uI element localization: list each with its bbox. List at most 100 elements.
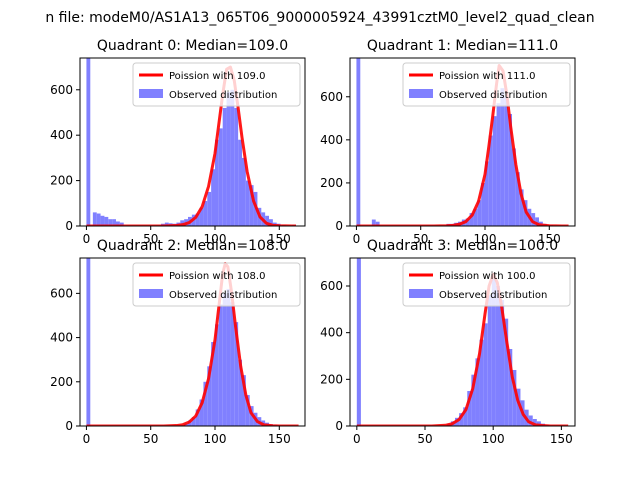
histogram-bar — [500, 88, 505, 226]
x-tick-label: 150 — [538, 232, 561, 246]
legend-box — [132, 62, 301, 107]
histogram-bar — [512, 370, 517, 426]
legend-label-poisson: Poission with 109.0 — [169, 71, 265, 82]
y-tick-label: 0 — [335, 219, 343, 233]
subplot-quadrant-3: 0 50 100 150 0 200 400 600 Quadrant 3: Median=10… — [320, 238, 576, 446]
x-tick-label: 50 — [413, 232, 428, 246]
histogram-bar — [477, 200, 482, 226]
y-tick-label: 600 — [320, 279, 343, 293]
histogram-bar — [488, 135, 493, 226]
histogram-bar — [222, 107, 227, 226]
x-tick-label: 0 — [353, 232, 361, 246]
histogram-bar — [265, 215, 269, 226]
x-tick-label: 100 — [204, 232, 227, 246]
histogram-bar — [463, 407, 468, 426]
y-tick-label: 200 — [50, 375, 73, 389]
histogram-bar — [203, 201, 208, 226]
subplot-quadrant-0: 0 50 100 150 0 200 400 600 Quadrant 0: Median=10… — [50, 38, 306, 246]
legend-box — [402, 262, 571, 307]
y-tick-label: 400 — [320, 326, 343, 340]
y-tick-label: 200 — [320, 176, 343, 190]
histogram-bar — [496, 103, 501, 226]
subplot-quadrant-1: 0 50 100 150 0 200 400 600 Quadrant 1: Median=11… — [320, 38, 576, 246]
histogram-bar — [249, 185, 254, 226]
histogram-bar — [238, 359, 242, 426]
histogram-bar — [234, 107, 239, 226]
histogram-bar — [191, 417, 196, 426]
histogram-bar — [528, 415, 533, 426]
y-tick-label: 200 — [50, 174, 73, 188]
histogram-bar — [104, 216, 109, 226]
histogram-bar — [218, 304, 223, 426]
legend-box — [132, 262, 301, 307]
histogram-bar — [92, 212, 97, 226]
histogram-bar — [242, 157, 246, 226]
histogram-bar — [195, 213, 200, 226]
histogram-bar — [495, 286, 500, 426]
histogram-bar — [108, 219, 113, 226]
histogram-bar — [475, 358, 480, 426]
histogram-bar — [112, 219, 116, 226]
y-tick-label: 400 — [50, 331, 73, 345]
legend-label-poisson: Poission with 100.0 — [439, 271, 535, 282]
x-tick-label: 150 — [268, 232, 291, 246]
histogram-bar — [195, 409, 200, 426]
histogram-bar — [230, 302, 235, 426]
histogram-bar — [218, 128, 223, 226]
axes-frame — [349, 57, 576, 227]
histogram-bar — [226, 288, 231, 426]
histogram-bar — [491, 279, 496, 426]
histogram-bar — [164, 222, 169, 226]
histogram-bar — [203, 381, 208, 426]
histogram-bar — [230, 89, 235, 226]
histogram-bar — [116, 221, 120, 226]
histogram-bar — [508, 114, 512, 226]
histogram-bar — [508, 349, 513, 426]
subplot-title: Quadrant 2: Median=108.0 — [97, 238, 288, 254]
histogram-bar — [199, 399, 204, 426]
histogram-bar — [512, 148, 516, 226]
y-tick-label: 400 — [320, 133, 343, 147]
histogram-bar — [234, 322, 239, 426]
x-tick-label: 0 — [83, 432, 91, 446]
x-tick-label: 150 — [550, 432, 573, 446]
histogram-bar — [519, 189, 524, 226]
histogram-bar — [207, 366, 212, 426]
figure-suptitle: n file: modeM0/AS1A13_065T06_9000005924_… — [45, 10, 594, 26]
histogram-bar — [487, 295, 492, 426]
x-tick-label: 50 — [417, 432, 432, 446]
axes-frame — [79, 57, 306, 227]
histogram-bar — [536, 421, 541, 426]
y-tick-label: 0 — [65, 219, 73, 233]
y-tick-label: 600 — [50, 286, 73, 300]
histogram-bar — [471, 374, 476, 426]
histogram-bar — [238, 139, 242, 226]
legend-box — [402, 62, 571, 107]
histogram-bar — [119, 222, 124, 226]
histogram-bar — [504, 96, 509, 226]
histogram-bar — [459, 413, 464, 426]
y-tick-label: 600 — [320, 90, 343, 104]
legend-label-observed: Observed distribution — [439, 90, 547, 101]
plot-area — [86, 58, 296, 226]
histogram-bar — [465, 218, 470, 226]
histogram-bar — [86, 258, 91, 426]
x-tick-label: 100 — [204, 432, 227, 446]
histogram-bar — [245, 395, 250, 426]
histogram-bar — [215, 324, 219, 426]
histogram-bar — [211, 342, 215, 426]
y-tick-label: 600 — [50, 83, 73, 97]
legend-hist-swatch — [409, 289, 433, 298]
axes-frame — [349, 257, 576, 427]
legend-label-observed: Observed distribution — [439, 290, 547, 301]
histogram-bar — [100, 215, 105, 226]
histogram-bar — [180, 220, 185, 226]
legend-hist-swatch — [139, 89, 163, 98]
histogram-bar — [481, 182, 485, 226]
histogram-bar — [371, 219, 376, 226]
x-tick-label: 0 — [83, 232, 91, 246]
histogram-bar — [531, 213, 536, 226]
histogram-bar — [485, 161, 489, 226]
legend-label-poisson: Poission with 111.0 — [439, 71, 535, 82]
